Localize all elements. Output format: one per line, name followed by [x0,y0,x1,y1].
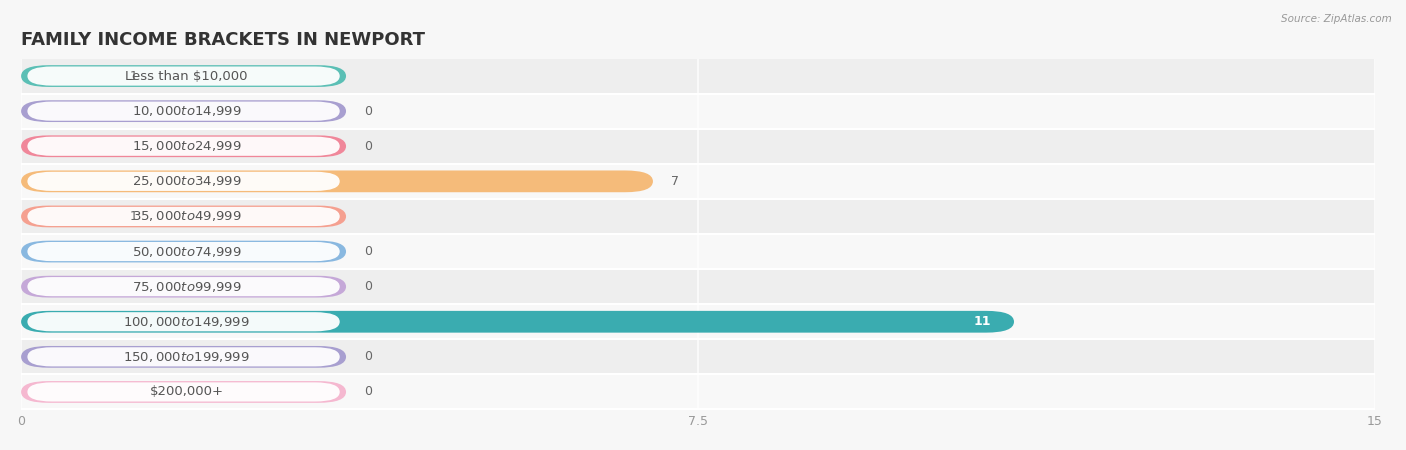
Text: 0: 0 [364,351,373,363]
Text: 7: 7 [671,175,679,188]
FancyBboxPatch shape [21,346,346,368]
Text: 11: 11 [974,315,991,328]
Text: $150,000 to $199,999: $150,000 to $199,999 [124,350,250,364]
Bar [21,339,1375,374]
FancyBboxPatch shape [21,241,346,262]
Text: FAMILY INCOME BRACKETS IN NEWPORT: FAMILY INCOME BRACKETS IN NEWPORT [21,31,425,49]
FancyBboxPatch shape [21,381,346,403]
FancyBboxPatch shape [21,100,346,122]
FancyBboxPatch shape [27,242,340,261]
FancyBboxPatch shape [21,311,1014,333]
Bar [21,199,1375,234]
FancyBboxPatch shape [21,171,652,192]
Text: $100,000 to $149,999: $100,000 to $149,999 [124,315,250,329]
Bar [21,374,1375,410]
Text: 0: 0 [364,280,373,293]
Text: 1: 1 [129,210,138,223]
Text: $35,000 to $49,999: $35,000 to $49,999 [132,209,242,224]
Bar [21,269,1375,304]
FancyBboxPatch shape [21,65,346,87]
FancyBboxPatch shape [27,312,340,331]
Text: $75,000 to $99,999: $75,000 to $99,999 [132,279,242,294]
FancyBboxPatch shape [27,277,340,296]
Bar [21,234,1375,269]
Bar [21,58,1375,94]
Text: 0: 0 [364,105,373,117]
Text: 0: 0 [364,140,373,153]
FancyBboxPatch shape [21,206,346,227]
Text: $25,000 to $34,999: $25,000 to $34,999 [132,174,242,189]
Text: $200,000+: $200,000+ [149,386,224,398]
FancyBboxPatch shape [27,172,340,191]
Text: $50,000 to $74,999: $50,000 to $74,999 [132,244,242,259]
FancyBboxPatch shape [27,67,340,86]
FancyBboxPatch shape [21,135,346,157]
Text: 1: 1 [129,70,138,82]
Bar [21,94,1375,129]
Text: 0: 0 [364,386,373,398]
FancyBboxPatch shape [27,382,340,401]
Text: $10,000 to $14,999: $10,000 to $14,999 [132,104,242,118]
Text: Less than $10,000: Less than $10,000 [125,70,247,82]
Text: Source: ZipAtlas.com: Source: ZipAtlas.com [1281,14,1392,23]
Text: $15,000 to $24,999: $15,000 to $24,999 [132,139,242,153]
Bar [21,304,1375,339]
FancyBboxPatch shape [27,102,340,121]
FancyBboxPatch shape [27,207,340,226]
Bar [21,164,1375,199]
Bar [21,129,1375,164]
Text: 0: 0 [364,245,373,258]
FancyBboxPatch shape [27,137,340,156]
FancyBboxPatch shape [27,347,340,366]
FancyBboxPatch shape [21,276,346,297]
